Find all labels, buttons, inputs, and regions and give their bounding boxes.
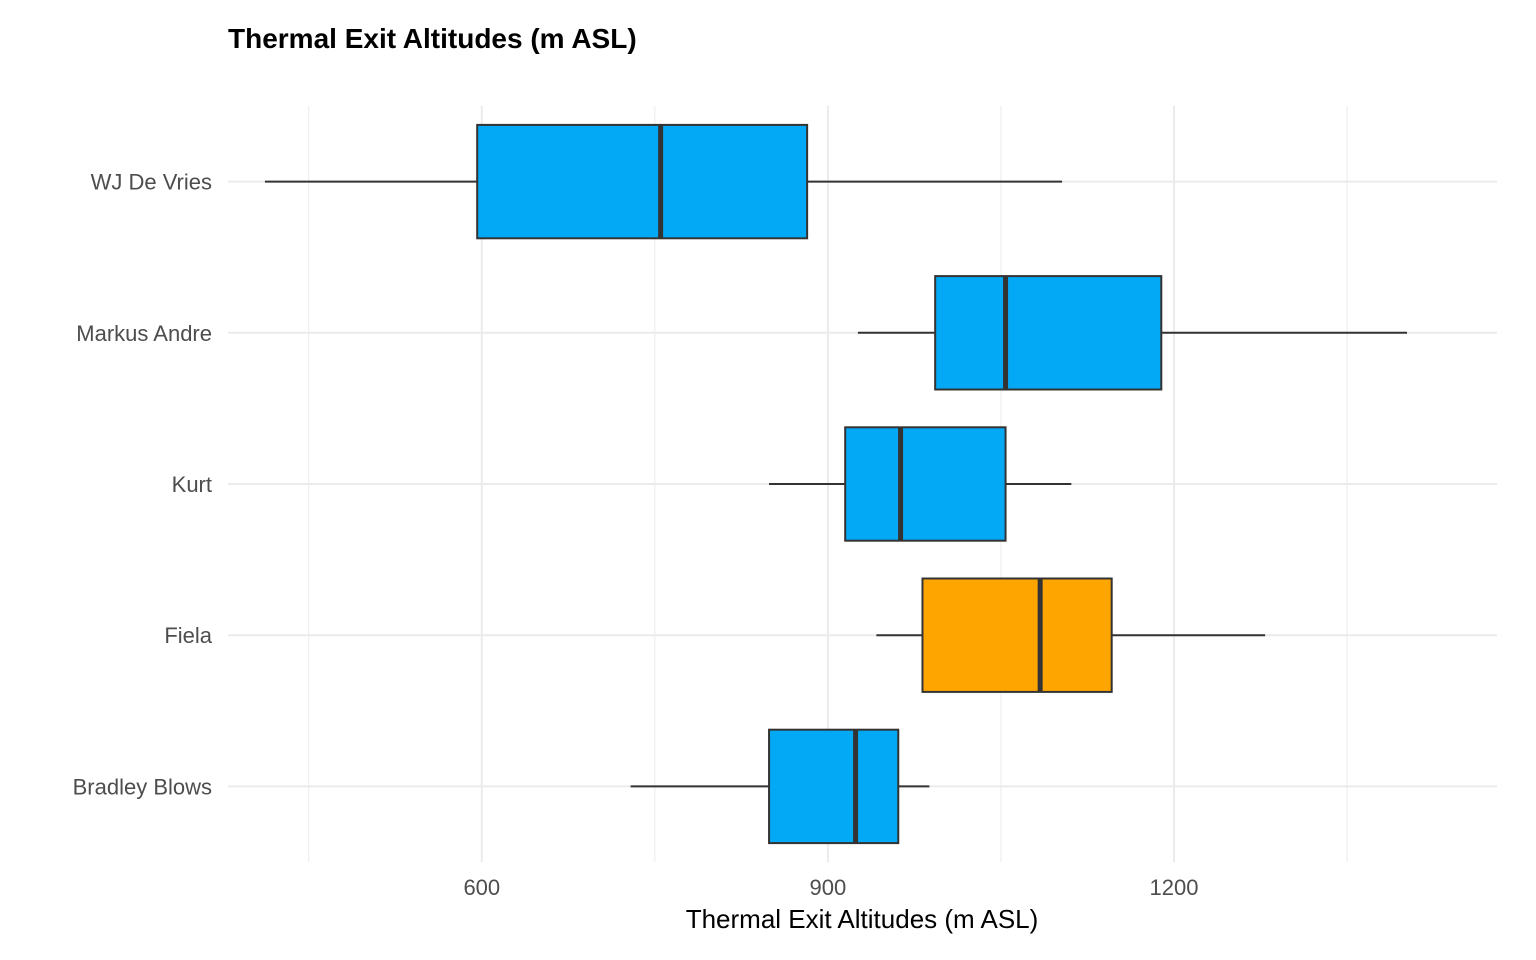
x-tick-label: 1200 [1150,875,1199,900]
x-tick-label: 600 [463,875,500,900]
y-category-labels: WJ De Vries Markus Andre Kurt Fiela Bradley … [73,170,213,800]
y-category-label: Kurt [172,472,212,497]
y-category-label: Bradley Blows [73,774,212,799]
box-group [264,123,1063,240]
box-iqr [844,426,1007,542]
x-tick-label: 900 [810,875,847,900]
chart-title: Thermal Exit Altitudes (m ASL) [228,23,637,54]
x-axis-title: Thermal Exit Altitudes (m ASL) [686,904,1039,934]
box-group [630,728,930,845]
box-group [876,577,1266,693]
box-iqr [768,728,900,845]
y-category-label: Fiela [164,623,212,648]
box-iqr [934,275,1163,391]
y-category-label: Markus Andre [76,321,212,346]
box-iqr [476,123,809,240]
box-iqr [921,577,1113,693]
boxes-layer [264,123,1408,845]
box-group [857,275,1408,391]
y-category-label: WJ De Vries [91,170,212,195]
box-group [769,426,1072,542]
x-tick-labels: 600 900 1200 [463,875,1198,900]
